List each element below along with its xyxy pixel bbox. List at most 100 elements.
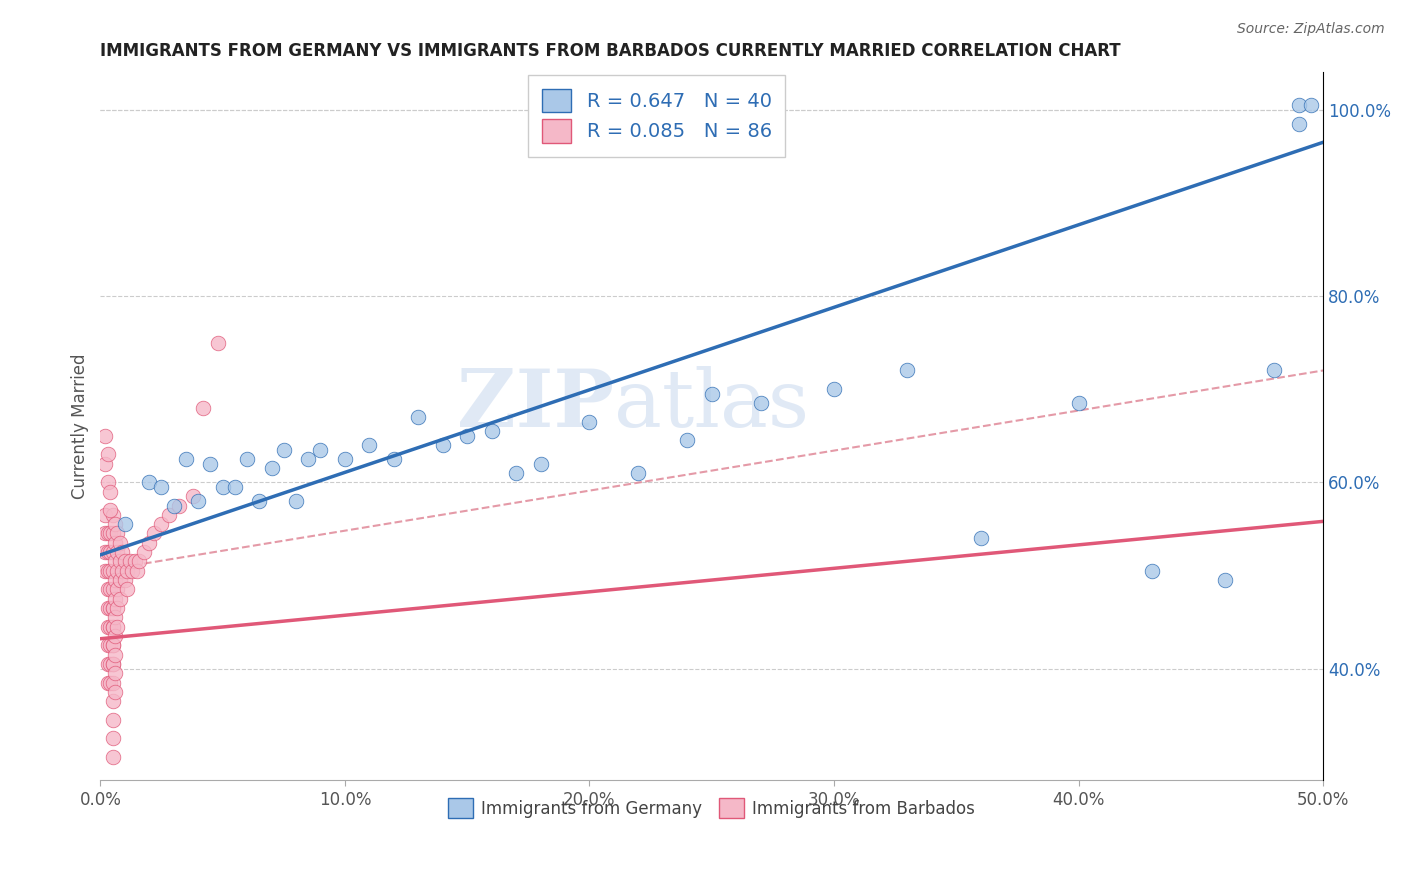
Point	[1299, 98, 1322, 112]
Point	[97, 582, 120, 597]
Point	[101, 545, 124, 559]
Point	[163, 499, 186, 513]
Point	[104, 554, 127, 568]
Point	[1067, 396, 1090, 410]
Point	[108, 573, 131, 587]
Point	[150, 517, 173, 532]
Point	[101, 601, 124, 615]
Point	[101, 750, 124, 764]
Point	[138, 536, 160, 550]
Point	[191, 401, 214, 415]
Point	[150, 480, 173, 494]
Point	[505, 466, 527, 480]
Point	[101, 619, 124, 633]
Point	[98, 564, 121, 578]
Point	[309, 442, 332, 457]
Point	[104, 517, 127, 532]
Point	[260, 461, 283, 475]
Point	[333, 452, 356, 467]
Point	[104, 666, 127, 681]
Point	[98, 545, 121, 559]
Legend: Immigrants from Germany, Immigrants from Barbados: Immigrants from Germany, Immigrants from…	[441, 791, 981, 825]
Point	[529, 457, 551, 471]
Point	[101, 526, 124, 541]
Point	[97, 619, 120, 633]
Point	[823, 382, 845, 396]
Point	[406, 410, 429, 425]
Point	[94, 545, 117, 559]
Point	[98, 601, 121, 615]
Point	[101, 675, 124, 690]
Point	[104, 573, 127, 587]
Y-axis label: Currently Married: Currently Married	[72, 353, 89, 500]
Point	[104, 591, 127, 606]
Point	[94, 564, 117, 578]
Point	[143, 526, 166, 541]
Point	[98, 657, 121, 671]
Point	[94, 508, 117, 522]
Point	[174, 452, 197, 467]
Text: IMMIGRANTS FROM GERMANY VS IMMIGRANTS FROM BARBADOS CURRENTLY MARRIED CORRELATIO: IMMIGRANTS FROM GERMANY VS IMMIGRANTS FR…	[100, 42, 1121, 60]
Text: Source: ZipAtlas.com: Source: ZipAtlas.com	[1237, 22, 1385, 37]
Point	[101, 619, 124, 633]
Point	[101, 694, 124, 708]
Point	[118, 554, 141, 568]
Point	[432, 438, 454, 452]
Point	[273, 442, 295, 457]
Point	[114, 573, 136, 587]
Point	[1213, 573, 1236, 587]
Point	[749, 396, 772, 410]
Point	[207, 335, 229, 350]
Point	[128, 554, 150, 568]
Point	[98, 582, 121, 597]
Point	[382, 452, 405, 467]
Point	[114, 554, 136, 568]
Point	[578, 415, 600, 429]
Point	[101, 508, 124, 522]
Point	[107, 582, 129, 597]
Point	[124, 554, 146, 568]
Point	[97, 675, 120, 690]
Point	[456, 428, 478, 442]
Point	[181, 489, 204, 503]
Point	[1140, 564, 1163, 578]
Point	[97, 526, 120, 541]
Point	[111, 545, 134, 559]
Point	[1288, 117, 1310, 131]
Point	[117, 582, 139, 597]
Point	[97, 601, 120, 615]
Point	[97, 638, 120, 652]
Point	[114, 517, 136, 532]
Point	[117, 564, 139, 578]
Point	[101, 657, 124, 671]
Point	[125, 564, 148, 578]
Point	[101, 713, 124, 727]
Point	[359, 438, 381, 452]
Point	[108, 591, 131, 606]
Point	[134, 545, 156, 559]
Point	[104, 648, 127, 662]
Point	[101, 731, 124, 746]
Text: ZIP: ZIP	[457, 366, 614, 444]
Point	[98, 619, 121, 633]
Point	[101, 638, 124, 652]
Point	[107, 545, 129, 559]
Point	[101, 601, 124, 615]
Point	[187, 494, 209, 508]
Point	[101, 638, 124, 652]
Point	[111, 564, 134, 578]
Point	[107, 601, 129, 615]
Point	[1288, 98, 1310, 112]
Point	[104, 685, 127, 699]
Point	[97, 545, 120, 559]
Point	[104, 610, 127, 624]
Point	[970, 531, 993, 545]
Point	[101, 657, 124, 671]
Point	[94, 526, 117, 541]
Text: atlas: atlas	[614, 366, 808, 444]
Point	[101, 582, 124, 597]
Point	[138, 475, 160, 490]
Point	[97, 564, 120, 578]
Point	[94, 457, 117, 471]
Point	[98, 675, 121, 690]
